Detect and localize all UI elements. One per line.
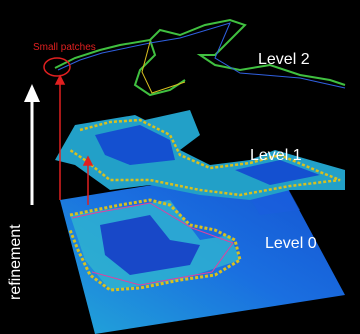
level-0-label: Level 0 [265,235,317,252]
page: {"labels": {"small_patches": "Small patc… [0,0,360,334]
level-1-label: Level 1 [250,147,302,164]
amr-diagram: refinement Small patches Level 2 Level 1… [0,0,360,334]
level-2-label: Level 2 [258,51,310,68]
small-patches-label: Small patches [33,42,96,53]
refinement-label: refinement [7,224,24,300]
